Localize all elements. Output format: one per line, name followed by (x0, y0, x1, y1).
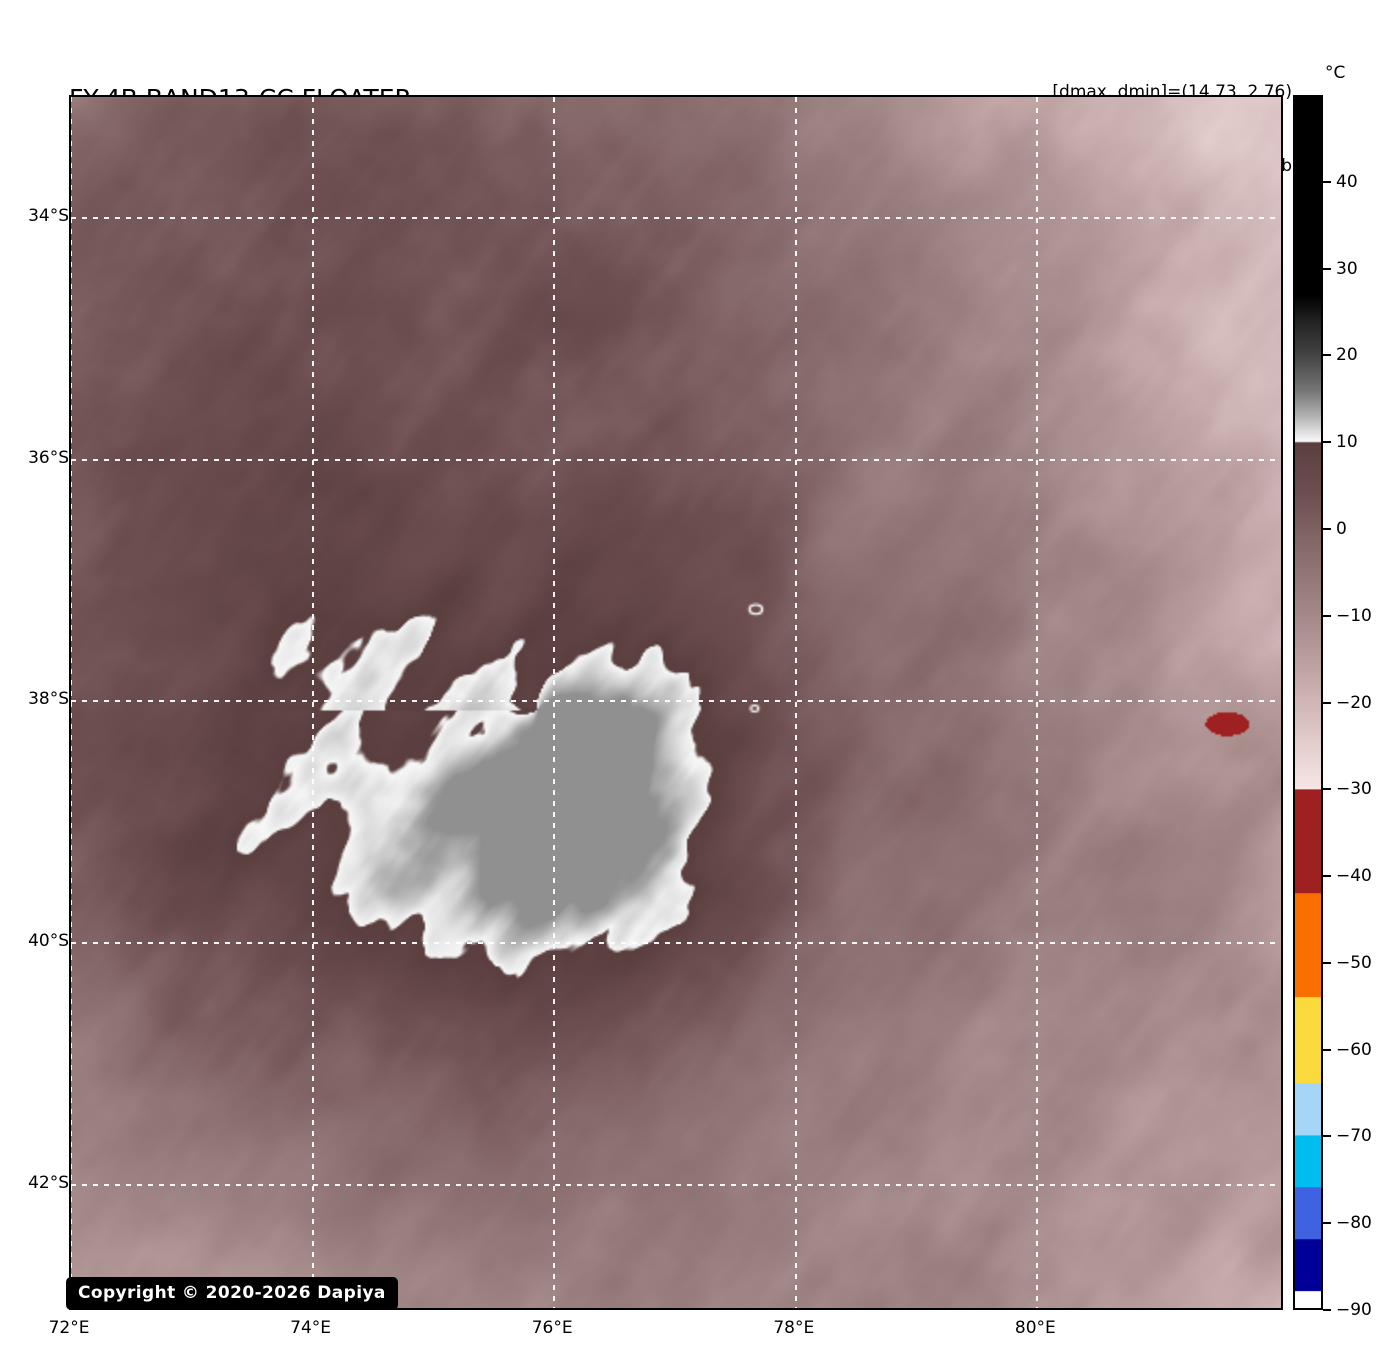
colorbar-tick-label: −30 (1336, 779, 1372, 800)
latitude-tick-label: 38°S (28, 689, 69, 710)
longitude-tick-label: 76°E (531, 1318, 573, 1338)
colorbar-tick-label: 30 (1336, 258, 1358, 279)
colorbar-tick-label: −80 (1336, 1213, 1372, 1234)
latitude-tick-label: 40°S (28, 931, 69, 952)
longitude-tick-label: 78°E (773, 1318, 815, 1338)
colorbar-tick-label: 40 (1336, 171, 1358, 192)
colorbar-tick (1323, 701, 1331, 704)
latitude-tick-label: 42°S (28, 1173, 69, 1194)
latitude-tick-label: 34°S (28, 205, 69, 226)
colorbar-tick-label: −10 (1336, 605, 1372, 626)
colorbar-tick-label: 10 (1336, 432, 1358, 453)
colorbar-tick (1323, 267, 1331, 270)
longitude-tick-label: 74°E (290, 1318, 332, 1338)
colorbar-tick (1323, 527, 1331, 530)
colorbar-tick-label: −60 (1336, 1039, 1372, 1060)
colorbar-tick-label: −40 (1336, 866, 1372, 887)
colorbar-tick (1323, 1048, 1331, 1051)
colorbar[interactable] (1293, 95, 1323, 1310)
colorbar-tick (1323, 788, 1331, 791)
colorbar-tick (1323, 1222, 1331, 1225)
latitude-tick-label: 36°S (28, 447, 69, 468)
colorbar-tick (1323, 1309, 1331, 1311)
colorbar-tick (1323, 961, 1331, 964)
colorbar-tick-label: 20 (1336, 345, 1358, 366)
colorbar-tick (1323, 354, 1331, 357)
colorbar-tick (1323, 614, 1331, 617)
colorbar-tick (1323, 441, 1331, 444)
colorbar-tick (1323, 1135, 1331, 1138)
colorbar-tick-label: −50 (1336, 952, 1372, 973)
satellite-image-canvas (71, 97, 1281, 1308)
longitude-tick-label: 72°E (48, 1318, 90, 1338)
colorbar-tick-label: −90 (1336, 1300, 1372, 1320)
copyright-watermark: Copyright © 2020-2026 Dapiya (66, 1277, 398, 1310)
longitude-tick-label: 80°E (1014, 1318, 1056, 1338)
colorbar-tick-label: −70 (1336, 1126, 1372, 1147)
colorbar-gradient (1295, 97, 1321, 1308)
colorbar-unit-label: °C (1325, 63, 1346, 83)
colorbar-tick-label: −20 (1336, 692, 1372, 713)
colorbar-tick-label: 0 (1336, 518, 1347, 539)
satellite-map[interactable] (69, 95, 1283, 1310)
colorbar-tick (1323, 180, 1331, 183)
colorbar-tick (1323, 875, 1331, 878)
